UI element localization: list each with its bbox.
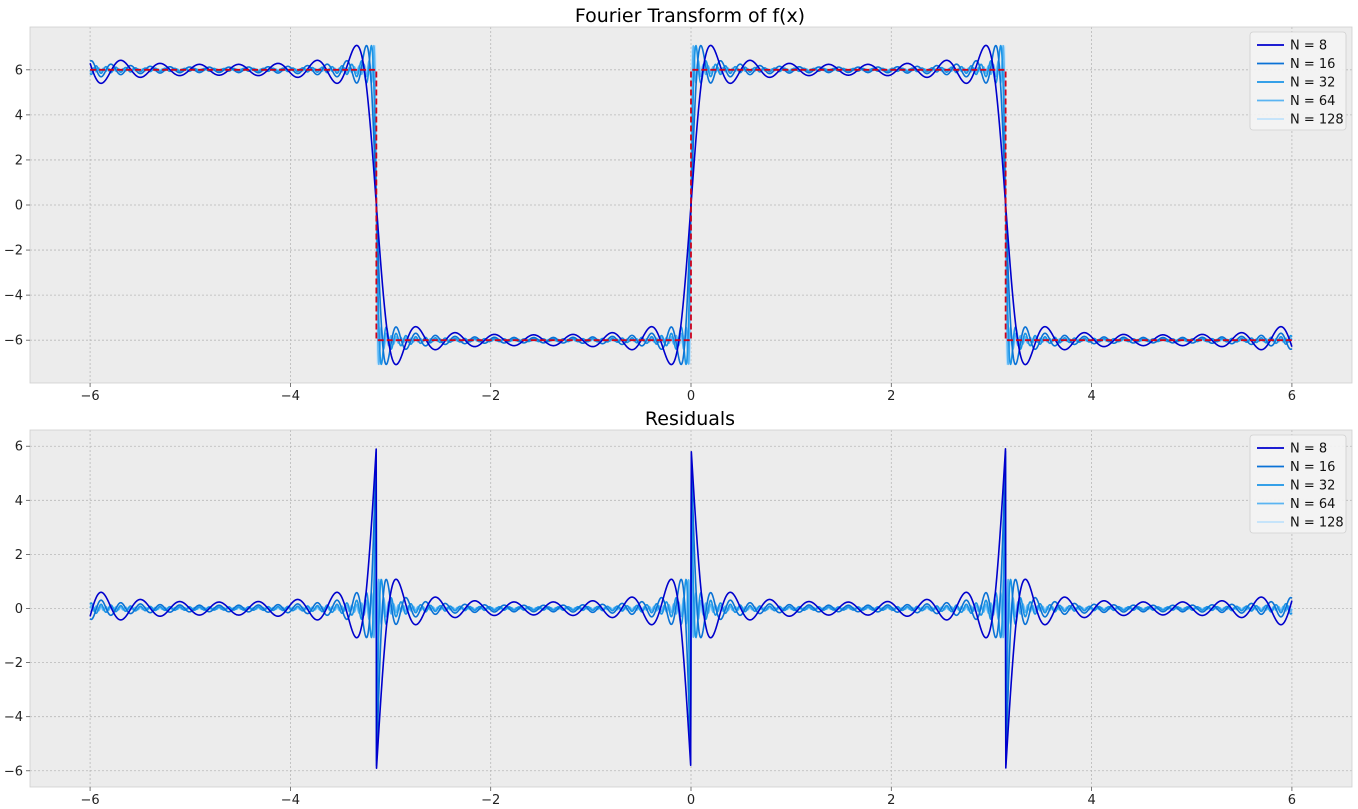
y-tick-label: 4	[15, 108, 23, 123]
y-tick-label: 0	[15, 199, 23, 214]
y-tick-label: −6	[4, 334, 23, 349]
y-tick-label: −4	[4, 710, 23, 725]
fourier-transform-panel: Fourier Transform of f(x) −6 −4 −2 0 2 4 6 −6 −4…	[4, 5, 1353, 404]
legend-label: N = 128	[1290, 516, 1344, 531]
y-tick-label: 6	[15, 440, 23, 455]
legend-label: N = 16	[1290, 460, 1335, 475]
x-tick-label: 6	[1288, 389, 1296, 404]
series-group	[89, 44, 1293, 366]
y-tick-label: 0	[15, 602, 23, 617]
x-tick-label: −4	[281, 793, 300, 808]
x-tick-label: 2	[887, 389, 895, 404]
legend-label: N = 128	[1290, 113, 1344, 128]
legend-label: N = 8	[1290, 442, 1327, 457]
x-tick-label: −6	[81, 793, 100, 808]
y-tick-label: 6	[15, 63, 23, 78]
y-tick-label: 4	[15, 494, 23, 509]
x-tick-label: 4	[1087, 793, 1095, 808]
legend-label: N = 32	[1290, 479, 1335, 494]
series-line-n-8	[89, 448, 1293, 769]
legend-label: N = 64	[1290, 497, 1335, 512]
legend: N = 8 N = 16 N = 32 N = 64 N = 128	[1249, 434, 1347, 534]
x-tick-label: 0	[687, 793, 695, 808]
y-tick-label: −2	[4, 244, 23, 259]
residuals-panel: Residuals −6 −4 −2 0 2 4 6 −6 −4 −2 0 2 4 6 N = 8 N = 1…	[4, 408, 1353, 808]
legend-box	[1249, 31, 1347, 131]
legend-label: N = 64	[1290, 94, 1335, 109]
legend: N = 8 N = 16 N = 32 N = 64 N = 128	[1249, 31, 1347, 131]
y-tick-label: −6	[4, 764, 23, 779]
x-tick-label: −6	[81, 389, 100, 404]
legend-label: N = 16	[1290, 57, 1335, 72]
x-tick-label: 6	[1288, 793, 1296, 808]
x-tick-label: −2	[481, 389, 500, 404]
x-tick-label: 4	[1087, 389, 1095, 404]
legend-box	[1249, 434, 1347, 534]
x-tick-label: 0	[687, 389, 695, 404]
x-tick-label: −2	[481, 793, 500, 808]
series-line-n-8	[89, 44, 1293, 366]
x-tick-label: −4	[281, 389, 300, 404]
legend-label: N = 8	[1290, 39, 1327, 54]
y-tick-label: 2	[15, 548, 23, 563]
y-tick-label: −4	[4, 289, 23, 304]
y-tick-label: 2	[15, 153, 23, 168]
chart-title: Residuals	[645, 408, 735, 430]
y-tick-label: −2	[4, 656, 23, 671]
legend-label: N = 32	[1290, 76, 1335, 91]
series-group	[89, 448, 1293, 769]
chart-title: Fourier Transform of f(x)	[575, 5, 805, 27]
x-tick-label: 2	[887, 793, 895, 808]
